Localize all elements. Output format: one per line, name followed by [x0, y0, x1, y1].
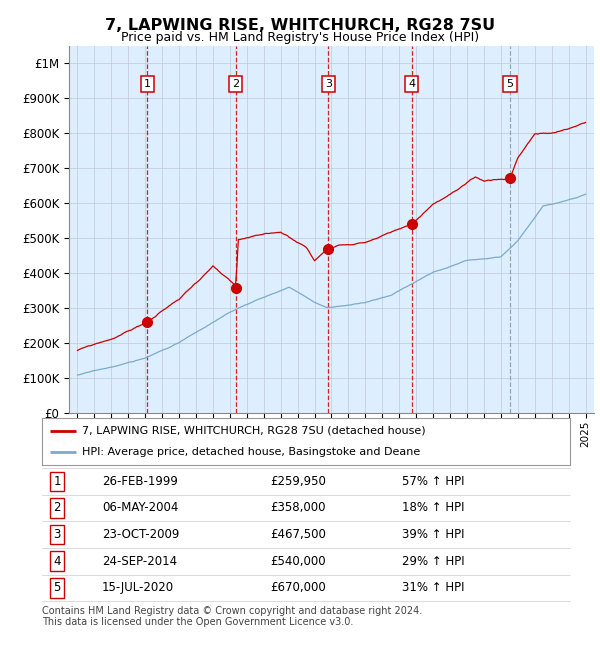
Text: £540,000: £540,000 — [270, 555, 326, 568]
Text: £358,000: £358,000 — [270, 502, 325, 515]
Text: 5: 5 — [53, 581, 61, 594]
Text: 5: 5 — [506, 79, 514, 89]
Text: 7, LAPWING RISE, WHITCHURCH, RG28 7SU: 7, LAPWING RISE, WHITCHURCH, RG28 7SU — [105, 18, 495, 33]
Text: 39% ↑ HPI: 39% ↑ HPI — [402, 528, 464, 541]
Text: 1: 1 — [144, 79, 151, 89]
Text: 23-OCT-2009: 23-OCT-2009 — [102, 528, 179, 541]
Text: 18% ↑ HPI: 18% ↑ HPI — [402, 502, 464, 515]
Text: 15-JUL-2020: 15-JUL-2020 — [102, 581, 174, 594]
Text: 26-FEB-1999: 26-FEB-1999 — [102, 474, 178, 488]
Text: HPI: Average price, detached house, Basingstoke and Deane: HPI: Average price, detached house, Basi… — [82, 447, 420, 457]
Text: 2: 2 — [232, 79, 239, 89]
Text: 4: 4 — [408, 79, 415, 89]
Text: 57% ↑ HPI: 57% ↑ HPI — [402, 474, 464, 488]
Text: 7, LAPWING RISE, WHITCHURCH, RG28 7SU (detached house): 7, LAPWING RISE, WHITCHURCH, RG28 7SU (d… — [82, 426, 425, 436]
Text: Contains HM Land Registry data © Crown copyright and database right 2024.
This d: Contains HM Land Registry data © Crown c… — [42, 606, 422, 627]
Text: £670,000: £670,000 — [270, 581, 326, 594]
Text: 3: 3 — [325, 79, 332, 89]
Text: 4: 4 — [53, 555, 61, 568]
Text: 2: 2 — [53, 502, 61, 515]
Text: 06-MAY-2004: 06-MAY-2004 — [102, 502, 178, 515]
Text: £259,950: £259,950 — [270, 474, 326, 488]
Text: 1: 1 — [53, 474, 61, 488]
Text: 31% ↑ HPI: 31% ↑ HPI — [402, 581, 464, 594]
Text: 29% ↑ HPI: 29% ↑ HPI — [402, 555, 464, 568]
Text: 24-SEP-2014: 24-SEP-2014 — [102, 555, 177, 568]
Text: £467,500: £467,500 — [270, 528, 326, 541]
Text: Price paid vs. HM Land Registry's House Price Index (HPI): Price paid vs. HM Land Registry's House … — [121, 31, 479, 44]
Text: 3: 3 — [53, 528, 61, 541]
